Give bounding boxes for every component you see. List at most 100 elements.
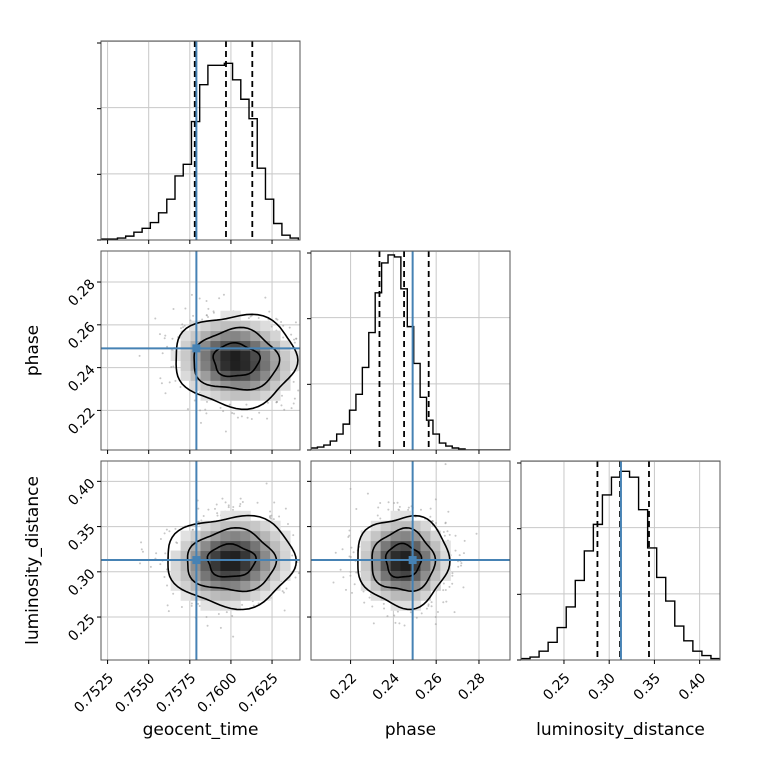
density-cell <box>260 320 271 332</box>
density-cell <box>250 380 261 391</box>
scatter-point <box>379 517 382 520</box>
panel-plot-area <box>101 251 323 450</box>
density-cell <box>260 370 271 381</box>
contour-level-2 <box>175 313 299 411</box>
density-cell <box>420 570 431 581</box>
density-cell <box>420 550 431 561</box>
x-tick-label: 0.7550 <box>112 670 158 716</box>
density-cell <box>410 520 421 532</box>
density-cell <box>280 340 291 351</box>
panel-frame <box>520 460 721 661</box>
scatter-point <box>294 321 297 324</box>
density-cell <box>230 340 241 351</box>
scatter-point <box>247 317 250 320</box>
scatter-point <box>451 582 454 585</box>
density-cell <box>240 550 251 561</box>
scatter-point <box>232 635 235 638</box>
scatter-point <box>427 603 430 606</box>
density-cell <box>240 350 251 361</box>
scatter-point <box>303 339 305 341</box>
density-cell <box>260 330 271 342</box>
scatter-point <box>198 297 201 300</box>
scatter-point <box>174 527 177 530</box>
scatter-point <box>155 552 158 555</box>
scatter-point <box>182 326 185 329</box>
density-cell <box>270 530 281 542</box>
scatter-point <box>284 507 287 510</box>
scatter-point <box>294 576 297 579</box>
density-cell <box>170 560 182 571</box>
density-cell <box>250 560 261 571</box>
density-cell <box>270 330 281 342</box>
density-cell <box>230 520 241 532</box>
scatter-point <box>301 600 303 602</box>
scatter-point <box>442 601 445 604</box>
scatter-point <box>376 514 379 517</box>
density-cell <box>400 600 411 611</box>
density-cell <box>280 570 291 581</box>
scatter-point <box>222 293 225 296</box>
scatter-point <box>212 310 215 313</box>
density-cell <box>420 590 431 601</box>
scatter-point <box>172 365 175 368</box>
density-cell <box>230 550 241 561</box>
density-cell <box>380 590 392 601</box>
density-cell <box>260 580 271 591</box>
density-cell <box>280 360 291 371</box>
scatter-point <box>312 389 314 391</box>
scatter-point <box>377 506 380 509</box>
scatter-point <box>460 564 463 567</box>
density-cell <box>200 540 211 552</box>
density-cell <box>400 540 411 552</box>
density-cell <box>180 530 192 542</box>
scatter-point <box>285 587 288 590</box>
density-cell <box>410 560 421 571</box>
scatter-point <box>183 324 186 327</box>
scatter-point <box>295 337 298 340</box>
density-cell <box>270 380 281 391</box>
density-cell <box>400 520 411 532</box>
density-cell <box>400 580 411 591</box>
y-axis-label-phase: phase <box>23 325 43 376</box>
scatter-point <box>205 616 208 619</box>
density-cell <box>380 530 392 542</box>
scatter-point <box>252 604 255 607</box>
density-cell <box>230 510 241 522</box>
scatter-point <box>205 314 208 317</box>
scatter-point <box>429 515 432 518</box>
density-cell <box>390 510 402 522</box>
x-tick-label: 0.26 <box>412 670 445 703</box>
density-cell <box>410 590 421 601</box>
density-cell <box>200 380 211 391</box>
scatter-point <box>475 532 478 535</box>
panel-phase-vs-phase <box>307 250 511 454</box>
scatter-point <box>250 418 253 421</box>
scatter-point <box>282 336 285 339</box>
scatter-point <box>348 555 351 558</box>
density-cell <box>200 340 211 351</box>
scatter-point <box>366 492 369 495</box>
scatter-point <box>213 507 216 510</box>
scatter-point <box>154 317 157 320</box>
density-cell <box>270 540 281 552</box>
density-cell <box>250 580 261 591</box>
scatter-point <box>321 344 323 346</box>
scatter-point <box>305 374 307 376</box>
scatter-point <box>179 385 182 388</box>
scatter-point <box>166 584 169 587</box>
scatter-point <box>350 591 353 594</box>
scatter-point <box>161 352 164 355</box>
scatter-point <box>206 624 209 627</box>
x-tick-label: 0.28 <box>455 670 488 703</box>
density-cell <box>260 390 271 401</box>
density-cell <box>280 560 291 571</box>
scatter-point <box>239 497 242 500</box>
scatter-point <box>164 552 167 555</box>
scatter-point <box>309 360 311 362</box>
truth-marker <box>192 556 201 565</box>
scatter-point <box>163 337 166 340</box>
density-cell <box>220 530 231 542</box>
panel-frame <box>100 40 301 241</box>
density-cell <box>260 360 271 371</box>
